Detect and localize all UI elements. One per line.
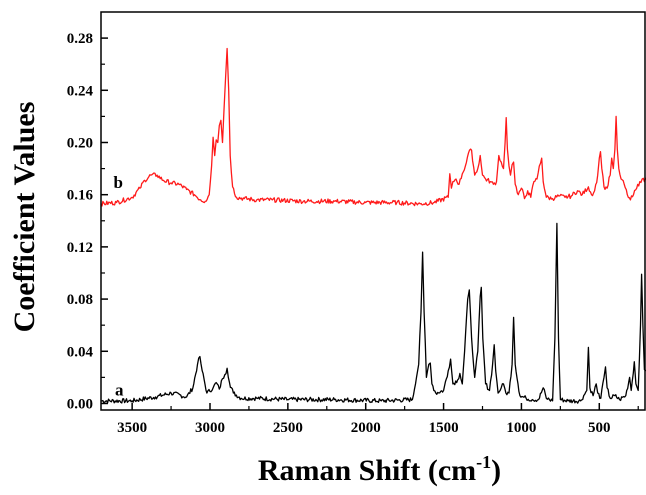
x-axis-title-superscript: -1 [476,452,491,472]
x-axis-ticks: 3500 3000 2500 2000 1500 1000 500 [117,403,639,436]
series-label-b: b [113,173,122,192]
y-tick-label: 0.08 [67,292,93,308]
y-tick-label: 0.28 [67,31,93,47]
x-tick-label: 3000 [195,420,225,436]
y-tick-label: 0.04 [67,344,94,360]
y-tick-label: 0.24 [67,83,94,99]
y-tick-label: 0.16 [67,188,94,204]
x-axis-title-main: Raman Shift (cm [258,454,476,487]
x-tick-label: 1500 [429,420,459,436]
series-layer: ab [100,47,646,404]
x-axis-title-close: ) [491,454,501,487]
y-axis-title: Coefficient Values [8,102,41,333]
y-axis-ticks: 0.00 0.04 0.08 0.12 0.16 0.20 0.24 0.28 [67,31,108,412]
x-tick-label: 3500 [117,420,147,436]
x-axis-title: Raman Shift (cm-1) [258,452,501,487]
x-tick-label: 500 [588,420,611,436]
x-tick-label: 1000 [506,420,536,436]
x-tick-label: 2000 [351,420,381,436]
y-tick-label: 0.00 [67,396,93,412]
y-tick-label: 0.20 [67,135,93,151]
series-line-b [100,47,646,207]
series-label-a: a [115,381,124,400]
plot-frame [100,11,646,411]
y-tick-label: 0.12 [67,240,93,256]
series-line-a [100,222,646,404]
x-tick-label: 2500 [273,420,303,436]
